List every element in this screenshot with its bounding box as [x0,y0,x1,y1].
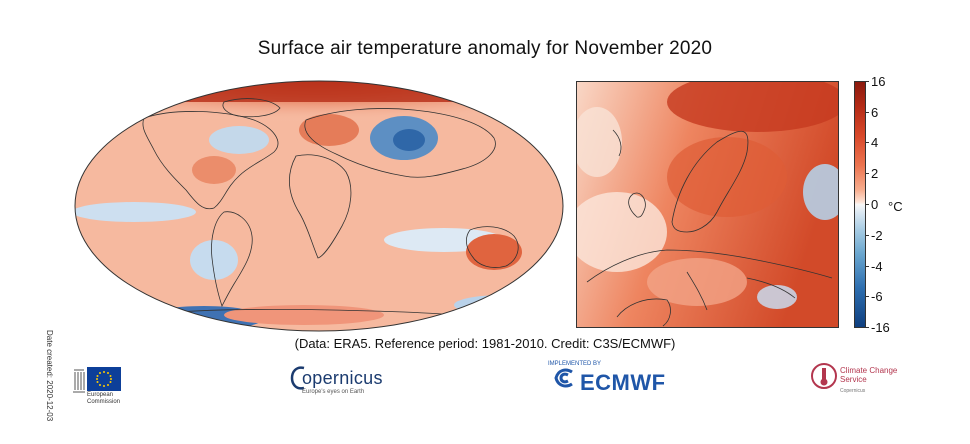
copernicus-tagline: Europe's eyes on Earth [302,389,365,395]
copernicus-c-icon [290,366,305,390]
colorbar-label: -6 [871,289,883,304]
colorbar-tick [865,204,869,205]
colorbar-tick [865,142,869,143]
ecmwf-logo-text: ECMWF [580,370,666,395]
colorbar-label: 6 [871,105,879,120]
eu-flag-icon [87,367,121,391]
credit-line: (Data: ERA5. Reference period: 1981-2010… [294,336,676,351]
chart-title: Surface air temperature anomaly for Nove… [257,38,713,59]
cold-anomaly-east [803,164,838,220]
colorbar-label: 16 [871,74,886,89]
europe-map-canvas [577,82,838,327]
colorbar-label: 0 [871,197,879,212]
europe-anomaly-map [576,81,839,328]
colorbar-label: -16 [871,320,890,335]
colorbar-label: 4 [871,135,879,150]
eu-logo-text: European Commission [87,392,121,405]
colorbar-tick [865,327,869,328]
cold-anomaly-canada [209,126,269,154]
colorbar-tick [865,112,869,113]
colorbar-label: -2 [871,228,883,243]
colorbar-tick [865,235,869,236]
colorbar-tick [865,173,869,174]
colorbar-label: -4 [871,259,883,274]
colorbar-tick [865,81,869,82]
colorbar-label: 2 [871,166,879,181]
c3s-tagline: Copernicus [840,388,866,394]
c3s-logo-text: Climate Change Service [840,366,898,384]
eu-building-icon [73,369,85,393]
colorbar-unit: °C [888,199,903,214]
colorbar-tick [865,296,869,297]
colorbar-tick [865,266,869,267]
ecmwf-implemented-by: IMPLEMENTED BY [548,361,602,367]
c3s-thermometer-icon [811,363,837,389]
world-anomaly-map [74,80,564,332]
ecmwf-mark-icon [554,368,573,388]
copernicus-logo-text: opernicus [302,368,383,388]
